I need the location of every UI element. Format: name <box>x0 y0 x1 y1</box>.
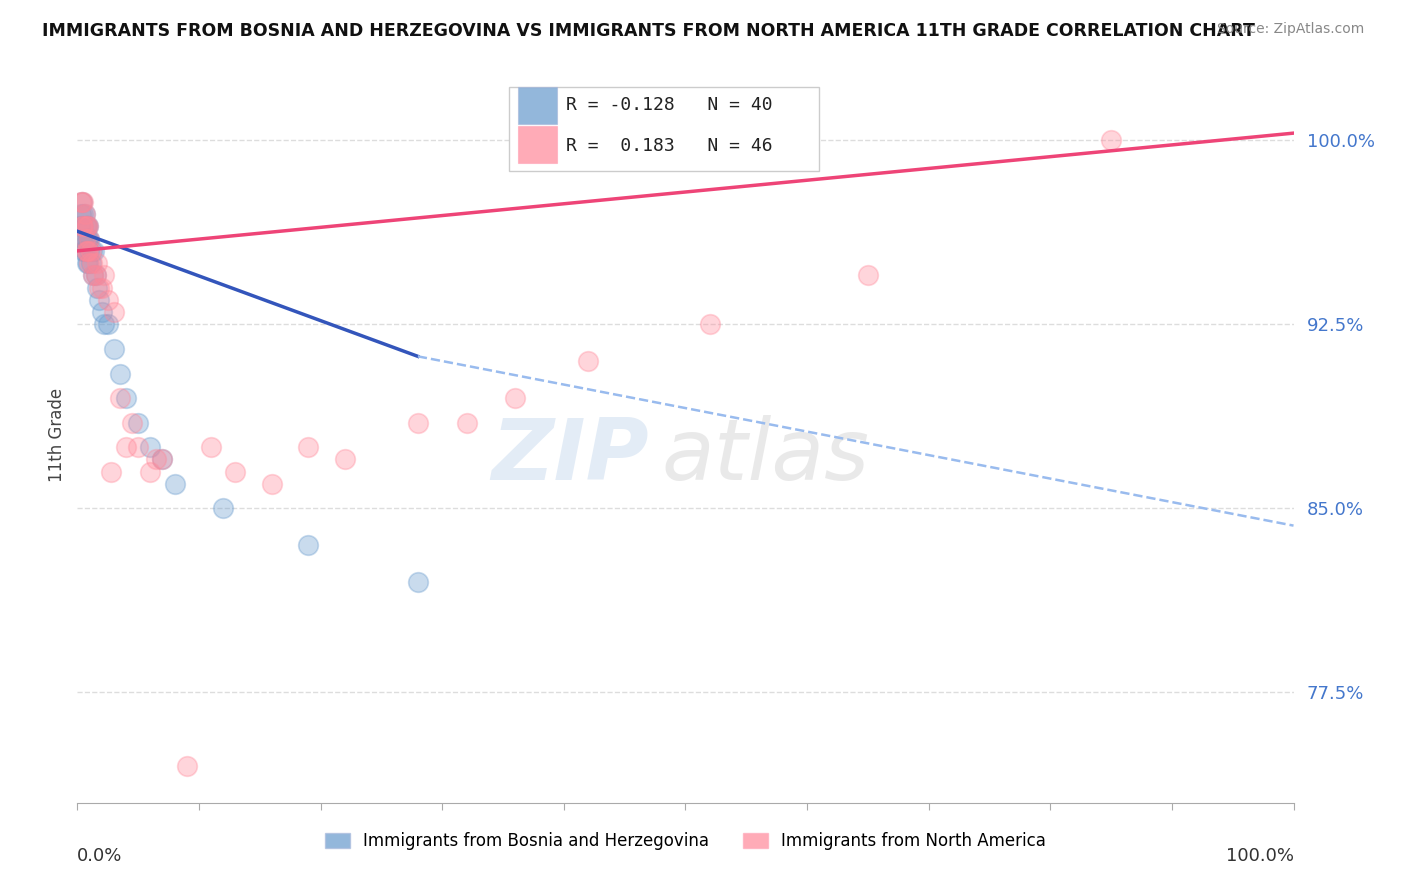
Point <box>406 416 429 430</box>
Text: R = -0.128   N = 40: R = -0.128 N = 40 <box>567 96 773 114</box>
Point <box>97 318 120 332</box>
Point <box>127 440 149 454</box>
Point <box>79 256 101 270</box>
Point <box>121 416 143 430</box>
Point <box>80 244 103 258</box>
Legend: Immigrants from Bosnia and Herzegovina, Immigrants from North America: Immigrants from Bosnia and Herzegovina, … <box>318 826 1053 857</box>
Point <box>72 219 94 234</box>
Point <box>70 194 93 209</box>
Point <box>80 244 103 258</box>
Point <box>76 231 98 245</box>
Point <box>82 268 104 283</box>
Point <box>80 256 103 270</box>
Point <box>77 256 100 270</box>
Point <box>297 440 319 454</box>
Point <box>176 759 198 773</box>
Point <box>212 501 235 516</box>
Point <box>89 293 111 307</box>
Point <box>103 342 125 356</box>
Text: Source: ZipAtlas.com: Source: ZipAtlas.com <box>1216 22 1364 37</box>
Text: atlas: atlas <box>661 416 869 499</box>
Point <box>77 244 100 258</box>
Point <box>108 367 131 381</box>
Point <box>79 244 101 258</box>
Point <box>73 207 96 221</box>
Point <box>260 477 283 491</box>
Point <box>70 194 93 209</box>
Text: 100.0%: 100.0% <box>1226 847 1294 865</box>
Point <box>699 318 721 332</box>
Point <box>93 268 115 283</box>
Text: IMMIGRANTS FROM BOSNIA AND HERZEGOVINA VS IMMIGRANTS FROM NORTH AMERICA 11TH GRA: IMMIGRANTS FROM BOSNIA AND HERZEGOVINA V… <box>42 22 1256 40</box>
Point <box>503 391 526 405</box>
Point <box>69 219 91 234</box>
Point <box>93 318 115 332</box>
Point <box>75 219 97 234</box>
Point <box>72 244 94 258</box>
Point <box>80 256 103 270</box>
Point <box>297 538 319 552</box>
Text: 0.0%: 0.0% <box>77 847 122 865</box>
Point <box>89 281 111 295</box>
Point <box>73 231 96 245</box>
Point <box>1099 133 1122 147</box>
Point <box>82 268 104 283</box>
Point <box>100 465 122 479</box>
Point <box>70 207 93 221</box>
Text: R =  0.183   N = 46: R = 0.183 N = 46 <box>567 137 773 155</box>
Point <box>77 219 100 234</box>
Point <box>76 219 98 234</box>
Point <box>127 416 149 430</box>
Point <box>72 194 94 209</box>
Point <box>75 244 97 258</box>
Point <box>79 231 101 245</box>
Point <box>152 452 174 467</box>
Point <box>86 256 108 270</box>
Point <box>86 281 108 295</box>
Point <box>72 207 94 221</box>
Point <box>224 465 246 479</box>
Point <box>576 354 599 368</box>
FancyBboxPatch shape <box>517 87 557 124</box>
Point <box>200 440 222 454</box>
Point <box>90 305 112 319</box>
Point <box>108 391 131 405</box>
Point <box>83 244 105 258</box>
FancyBboxPatch shape <box>509 87 820 171</box>
Point <box>72 219 94 234</box>
Point <box>75 244 97 258</box>
Point <box>90 281 112 295</box>
Point <box>76 244 98 258</box>
Point <box>76 256 98 270</box>
Point <box>333 452 356 467</box>
Point <box>145 452 167 467</box>
Point <box>139 440 162 454</box>
Point <box>70 194 93 209</box>
Point <box>73 244 96 258</box>
FancyBboxPatch shape <box>517 126 557 162</box>
Point <box>103 305 125 319</box>
Point <box>115 391 138 405</box>
Point <box>406 575 429 590</box>
Point <box>70 231 93 245</box>
Point <box>84 268 107 283</box>
Point <box>70 219 93 234</box>
Y-axis label: 11th Grade: 11th Grade <box>48 388 66 482</box>
Point <box>163 477 186 491</box>
Point <box>76 219 98 234</box>
Point <box>77 231 100 245</box>
Point <box>77 219 100 234</box>
Point <box>75 219 97 234</box>
Point <box>79 231 101 245</box>
Point <box>139 465 162 479</box>
Point <box>152 452 174 467</box>
Point <box>115 440 138 454</box>
Point <box>73 231 96 245</box>
Point <box>856 268 879 283</box>
Point <box>73 207 96 221</box>
Point <box>84 268 107 283</box>
Point <box>456 416 478 430</box>
Point <box>97 293 120 307</box>
Text: ZIP: ZIP <box>491 416 650 499</box>
